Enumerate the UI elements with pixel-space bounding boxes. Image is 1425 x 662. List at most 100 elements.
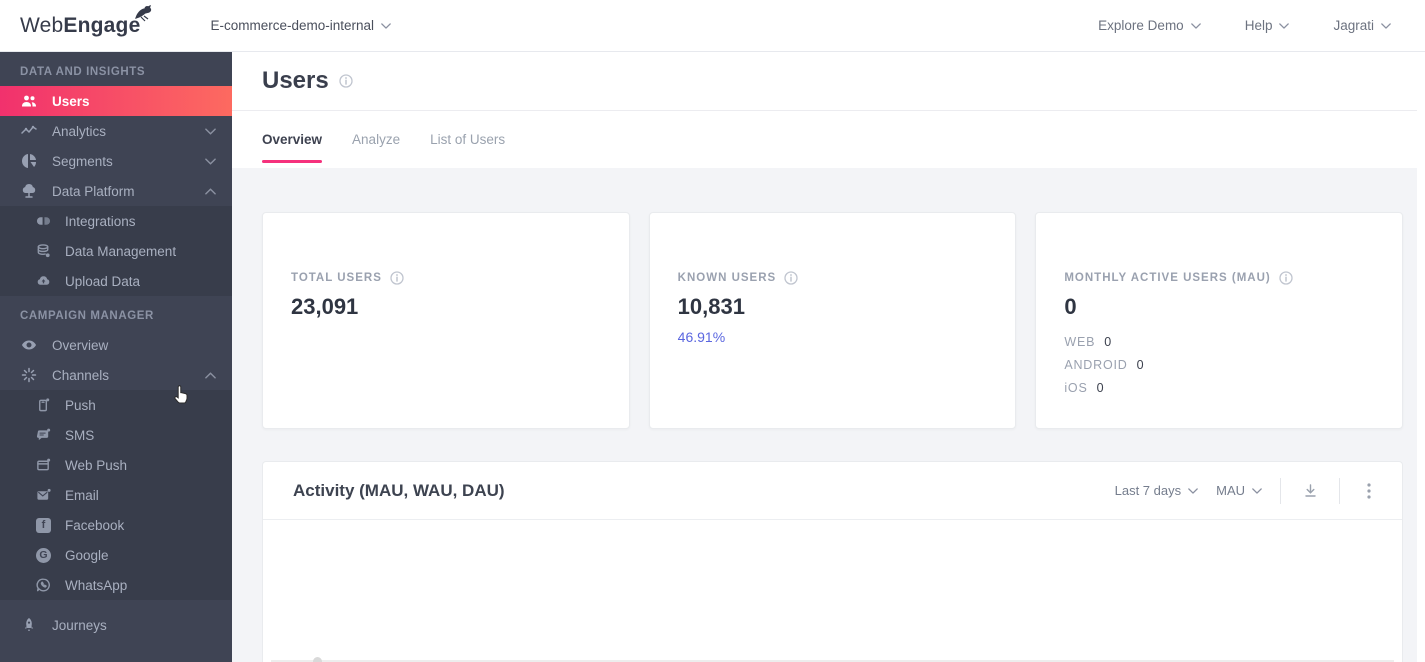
page-title-row: Users [232,52,1425,111]
segments-icon [20,153,37,170]
card-label-row: MONTHLY ACTIVE USERS (MAU) [1064,271,1378,285]
platform-value: 0 [1136,358,1144,372]
chevron-down-icon [1190,22,1201,29]
sidebar-item-sms[interactable]: SMS [0,420,232,450]
info-icon[interactable] [784,271,798,285]
chevron-down-icon [1252,487,1262,494]
sidebar-item-label: Facebook [65,517,125,533]
chart-loading-dot [313,657,322,662]
sidebar-section-campaign-manager: CAMPAIGN MANAGER [20,310,154,322]
top-nav: Explore Demo Help Jagrati [1098,18,1391,33]
upload-data-icon [36,274,51,289]
platform-label: WEB [1064,335,1096,349]
card-label: KNOWN USERS [677,272,777,284]
card-label-row: KNOWN USERS [678,271,992,285]
date-range-selector[interactable]: Last 7 days [1115,483,1199,498]
chevron-down-icon [1381,22,1391,29]
sidebar-item-integrations[interactable]: Integrations [0,206,232,236]
sms-icon [36,428,51,443]
divider [1339,477,1340,504]
chart-loading-line [271,660,1394,662]
main-area: Users Overview Analyze List of Users TOT… [232,52,1425,662]
email-icon [36,488,51,503]
sidebar-item-data-management[interactable]: Data Management [0,236,232,266]
info-icon[interactable] [1279,271,1293,285]
kebab-menu-icon[interactable] [1358,480,1380,502]
sidebar-item-label: Overview [52,337,109,353]
channels-submenu: Push SMS Web Push Email f Facebook [0,390,232,600]
sidebar-item-label: Push [65,397,96,413]
facebook-icon: f [36,517,51,533]
sidebar-item-journeys[interactable]: Journeys [0,610,232,640]
sidebar-item-label: Data Management [65,243,177,259]
sidebar-item-users[interactable]: Users [0,86,232,116]
tab-label: Overview [262,132,323,147]
help-menu[interactable]: Help [1245,18,1290,33]
bird-icon [135,4,152,21]
download-icon[interactable] [1299,480,1321,502]
sidebar-item-label: Journeys [52,617,107,633]
rocket-icon [20,617,37,634]
card-label: MONTHLY ACTIVE USERS (MAU) [1064,272,1271,284]
spark-icon [20,367,37,384]
sidebar-item-label: Channels [52,367,110,383]
sidebar-item-analytics[interactable]: Analytics [0,116,232,146]
sidebar-item-label: WhatsApp [65,577,128,593]
logo-text-light: Web [20,13,64,37]
tab-analyze[interactable]: Analyze [352,111,400,168]
sidebar-item-whatsapp[interactable]: WhatsApp [0,570,232,600]
sidebar-item-label: Google [65,547,109,563]
sidebar-item-google[interactable]: G Google [0,540,232,570]
metric-value: MAU [1216,483,1245,498]
info-icon[interactable] [390,271,404,285]
sidebar-item-label: Segments [52,153,113,169]
sidebar-item-segments[interactable]: Segments [0,146,232,176]
sidebar-item-label: SMS [65,427,95,443]
sidebar-item-email[interactable]: Email [0,480,232,510]
help-label: Help [1244,18,1273,33]
user-menu[interactable]: Jagrati [1333,18,1391,33]
chevron-down-icon [1188,487,1198,494]
tab-overview[interactable]: Overview [262,111,323,168]
whatsapp-icon [36,578,51,593]
google-icon: G [36,547,51,563]
stat-cards-row: TOTAL USERS 23,091 KNOWN USERS 10,831 46… [262,212,1404,429]
sidebar-item-data-platform[interactable]: Data Platform [0,176,232,206]
explore-demo-menu[interactable]: Explore Demo [1098,18,1201,33]
active-tab-underline [262,160,323,163]
metric-selector[interactable]: MAU [1216,483,1262,498]
chevron-down-icon [381,22,391,29]
mau-card: MONTHLY ACTIVE USERS (MAU) 0 WEB 0 ANDRO… [1035,212,1404,429]
sidebar-item-upload-data[interactable]: Upload Data [0,266,232,296]
known-users-percent[interactable]: 46.91% [677,329,726,345]
info-icon[interactable] [339,74,353,88]
tab-list-of-users[interactable]: List of Users [430,111,505,168]
sidebar-item-label: Integrations [65,213,136,229]
total-users-card: TOTAL USERS 23,091 [262,212,630,429]
mobile-push-icon [36,398,51,413]
sidebar-item-label: Analytics [52,123,107,139]
scrollbar-track[interactable] [1417,52,1425,662]
sidebar-item-web-push[interactable]: Web Push [0,450,232,480]
platform-row-android: ANDROID 0 [1064,358,1378,372]
sidebar-item-channels[interactable]: Channels [0,360,232,390]
workspace-name: E-commerce-demo-internal [210,18,375,33]
known-users-value: 10,831 [677,294,745,319]
user-name-label: Jagrati [1333,18,1374,33]
chevron-up-icon [205,371,216,379]
tab-label: Analyze [352,132,401,147]
content-area: TOTAL USERS 23,091 KNOWN USERS 10,831 46… [232,168,1425,662]
top-header: Web Engage E-commerce-demo-internal Explo… [0,0,1425,52]
sidebar-item-overview[interactable]: Overview [0,330,232,360]
webengage-logo[interactable]: Web Engage [20,4,152,38]
workspace-selector[interactable]: E-commerce-demo-internal [210,18,391,33]
sidebar-item-push[interactable]: Push [0,390,232,420]
logo-text-bold: Engage [63,13,141,37]
known-users-card: KNOWN USERS 10,831 46.91% [648,212,1017,429]
chevron-up-icon [205,187,216,195]
data-platform-submenu: Integrations Data Management Upload Data [0,206,232,296]
sidebar-section-data-insights: DATA AND INSIGHTS [20,66,146,78]
activity-card: Activity (MAU, WAU, DAU) Last 7 days MAU [262,461,1403,662]
platform-value: 0 [1104,335,1112,349]
sidebar-item-facebook[interactable]: f Facebook [0,510,232,540]
